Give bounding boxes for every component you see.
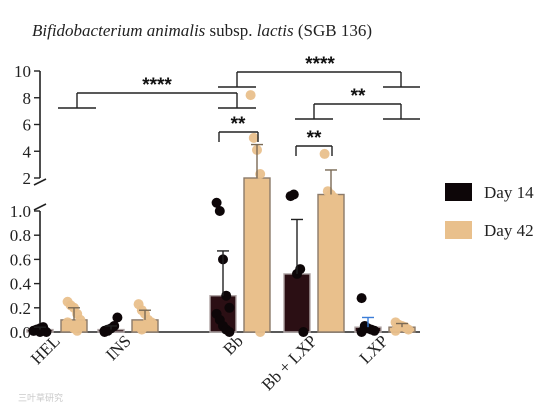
title-suffix: (SGB 136)	[294, 21, 372, 40]
data-point-day14	[356, 327, 367, 337]
title-italic-1: Bifidobacterium animalis	[32, 21, 206, 40]
category-labels: HEL INS Bb Bb + LXP LXP	[27, 331, 392, 394]
y-tick-label-lower: 0.6	[10, 250, 31, 269]
sig-bb-lxp-label: ****	[305, 54, 335, 75]
y-tick-label-upper: 2	[23, 169, 32, 188]
axis-break-mark-upper	[33, 178, 47, 186]
data-point-day14	[288, 189, 299, 200]
y-tick-label-upper: 10	[14, 62, 31, 81]
data-point-day42	[248, 132, 259, 143]
significance-brackets: **************	[58, 54, 420, 156]
data-point-day42	[72, 325, 83, 336]
y-tick-label-lower: 0.0	[10, 323, 31, 342]
legend: Day 14 Day 42	[445, 183, 534, 240]
data-point-day14	[211, 197, 222, 208]
data-point-day42	[332, 196, 343, 207]
data-point-day14	[214, 206, 225, 216]
error-bars	[34, 143, 408, 330]
data-point-day42	[319, 206, 330, 216]
legend-label-day14: Day 14	[484, 183, 534, 202]
watermark: 三叶草研究	[18, 392, 63, 404]
title-italic-2: lactis	[257, 21, 294, 40]
data-point-day42	[136, 324, 147, 335]
data-point-day42	[390, 325, 401, 336]
data-point-day42	[252, 212, 262, 223]
legend-swatch-day14	[445, 183, 472, 201]
category-label-bb-lxp: Bb + LXP	[258, 331, 321, 394]
legend-label-day42: Day 42	[484, 221, 534, 240]
data-point-day14	[356, 293, 367, 304]
data-point-day42	[255, 168, 266, 179]
data-point-day42	[245, 90, 256, 101]
data-point-day14	[112, 312, 123, 323]
data-point-day42	[403, 324, 414, 335]
bar-day42-bb-lxp	[317, 193, 345, 333]
sig-hel-bb-label: ****	[142, 75, 172, 96]
data-point-day42	[75, 314, 86, 325]
bar-day42-bb	[243, 177, 271, 333]
y-tick-label-upper: 6	[23, 116, 32, 135]
bar-day14-bb-lxp	[283, 273, 311, 333]
data-points	[28, 90, 414, 337]
title-plain: subsp.	[205, 21, 256, 40]
y-tick-label-lower: 1.0	[10, 202, 31, 221]
category-label-hel: HEL	[27, 331, 64, 368]
y-tick-label-lower: 0.8	[10, 226, 31, 245]
axis-break-mark-lower	[33, 203, 47, 211]
data-point-day14	[224, 302, 235, 313]
data-point-day42	[245, 196, 256, 207]
data-point-day14	[295, 264, 306, 275]
y-tick-label-upper: 4	[23, 142, 32, 161]
sig-bblxp-lxp-label: **	[351, 86, 366, 107]
sig-bb-days-label: **	[231, 114, 246, 135]
data-point-day14	[298, 327, 309, 337]
y-tick-label-upper: 8	[23, 89, 32, 108]
y-tick-label-lower: 0.4	[10, 275, 32, 294]
data-point-day14	[224, 327, 235, 337]
category-label-bb: Bb	[219, 331, 246, 358]
data-point-day42	[255, 327, 266, 337]
y-tick-label-lower: 0.2	[10, 299, 31, 318]
legend-swatch-day42	[445, 221, 472, 239]
data-point-day14	[369, 325, 380, 336]
data-point-day42	[319, 148, 330, 159]
chart-title: Bifidobacterium animalis subsp. lactis (…	[32, 21, 372, 40]
data-point-day42	[146, 317, 157, 328]
sig-bblxp-days-label: **	[307, 128, 322, 149]
data-point-day14	[35, 327, 45, 337]
data-point-day42	[258, 179, 269, 190]
